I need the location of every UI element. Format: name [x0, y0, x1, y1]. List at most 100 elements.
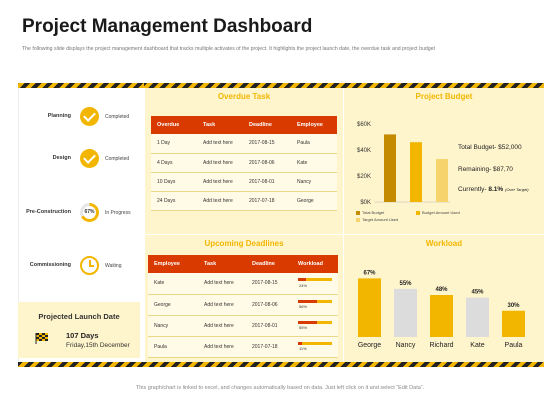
table-cell: 2017-08-15 [243, 134, 291, 154]
legend-item: Budget Amount Used [416, 210, 460, 215]
workload-bar [430, 295, 453, 337]
table-cell: George [148, 294, 198, 316]
table-cell: 2017-08-01 [243, 172, 291, 192]
currently-note: (Over Target) [504, 187, 529, 192]
remaining-label: Remaining- $87,70 [458, 166, 513, 173]
workload-bar-fill [298, 299, 318, 303]
stage-design: Design Completed [19, 145, 145, 175]
legend-item: Target Amount Used [356, 217, 398, 222]
y-tick-label: $60K [357, 122, 371, 128]
budget-bar [410, 142, 422, 202]
table-cell: 2017-08-15 [246, 273, 292, 295]
table-cell: 11% [292, 336, 338, 358]
workload-percent: 24% [299, 283, 308, 289]
stage-name: Commissioning [29, 262, 71, 268]
table-cell: 1 Day [151, 134, 197, 154]
workload-bar-fill [298, 278, 307, 282]
table-cell: Add text here [198, 315, 246, 337]
check-icon [80, 107, 99, 126]
currently-label: Currently- 8.1% (Over Target) [458, 186, 529, 193]
workload-bar [298, 278, 332, 282]
workload-category-label: Nancy [396, 342, 416, 349]
workload-bar-fill [298, 320, 317, 324]
workload-value-label: 45% [471, 290, 484, 296]
progress-ring-label: 67% [84, 209, 95, 215]
legend-label: Target Amount Used [362, 217, 399, 222]
workload-value-label: 48% [435, 287, 448, 293]
column-header: Task [197, 116, 243, 134]
y-tick-label: $0K [360, 200, 371, 206]
launch-title: Projected Launch Date [38, 312, 120, 321]
stage-status: Completed [105, 114, 130, 120]
workload-percent: 56% [299, 304, 308, 310]
table-cell: George [291, 191, 337, 211]
table-cell: Add text here [198, 273, 246, 295]
clock-icon [80, 256, 99, 275]
deadlines-title: Upcoming Deadlines [204, 239, 284, 248]
launch-date-card: Projected Launch Date 107 Days Friday,15… [18, 302, 140, 358]
workload-percent: 55% [299, 325, 308, 331]
table-cell: Add text here [198, 336, 246, 358]
column-header: Deadline [243, 116, 291, 134]
table-cell: Paula [291, 134, 337, 154]
workload-bar [466, 297, 489, 337]
table-cell: Add text here [197, 172, 243, 192]
legend-swatch [356, 217, 360, 222]
workload-category-label: George [358, 342, 381, 349]
legend-item: Total Budget [356, 210, 384, 215]
table-cell: Paula [148, 336, 198, 358]
table-cell: 4 Days [151, 153, 197, 173]
hazard-stripe-top-left [18, 83, 144, 88]
table-row: Nancy Add text here 2017-08-01 55% [148, 315, 338, 337]
column-header: Task [198, 255, 246, 273]
table-row: 1 Day Add text here 2017-08-15 Paula [151, 134, 337, 154]
stage-pre-construction: Pre-Construction 67% In Progress [19, 199, 145, 229]
checkered-flag-icon [35, 333, 48, 344]
workload-category-label: Paula [505, 342, 523, 349]
table-row: 4 Days Add text here 2017-08-06 Kate [151, 153, 337, 173]
stage-name: Pre-Construction [26, 209, 71, 215]
table-row: 24 Days Add text here 2017-07-18 George [151, 191, 337, 211]
table-cell: Kate [291, 153, 337, 173]
legend-swatch [416, 210, 420, 215]
table-row: 10 Days Add text here 2017-08-01 Nancy [151, 172, 337, 192]
column-header: Employee [291, 116, 337, 134]
table-header-row: Overdue Task Deadline Employee [151, 116, 337, 134]
y-tick-label: $40K [357, 148, 371, 154]
table-cell: 2017-07-18 [243, 191, 291, 211]
legend-label: Budget Amount Used [422, 210, 460, 215]
table-cell: 56% [292, 294, 338, 316]
column-header: Overdue [151, 116, 197, 134]
launch-date: Friday,15th December [66, 342, 130, 349]
stage-status: Completed [105, 156, 130, 162]
workload-percent: 11% [299, 346, 307, 352]
hazard-stripe-top-right [144, 83, 544, 88]
upcoming-deadlines-panel: Upcoming Deadlines Employee Task Deadlin… [145, 235, 343, 362]
table-cell: Nancy [291, 172, 337, 192]
column-header: Deadline [246, 255, 292, 273]
table-row: Kate Add text here 2017-08-15 24% [148, 273, 338, 295]
budget-chart: $0K $20K $40K $60K [357, 122, 450, 206]
legend-swatch [356, 210, 360, 215]
deadlines-table: Employee Task Deadline Workload Kate Add… [148, 255, 338, 358]
table-cell: 55% [292, 315, 338, 337]
workload-bar [394, 288, 417, 337]
project-budget-panel: Project Budget $0K $20K $40K $60K Total Bud… [344, 88, 544, 234]
y-tick-label: $20K [357, 174, 371, 180]
workload-bar [502, 310, 525, 337]
stage-planning: Planning Completed [19, 103, 145, 133]
table-cell: Add text here [197, 191, 243, 211]
table-cell: 24% [292, 273, 338, 295]
workload-bar [298, 299, 332, 303]
column-header: Workload [292, 255, 338, 273]
budget-bar [384, 134, 396, 202]
progress-ring-icon: 67% [80, 203, 99, 222]
table-cell: 10 Days [151, 172, 197, 192]
workload-value-label: 30% [507, 303, 520, 309]
table-cell: Kate [148, 273, 198, 295]
budget-bar [436, 159, 448, 202]
table-cell: 2017-08-06 [243, 153, 291, 173]
currently-prefix: Currently- [458, 186, 489, 193]
workload-title: Workload [425, 239, 463, 248]
overdue-table: Overdue Task Deadline Employee 1 Day Add… [151, 116, 337, 211]
